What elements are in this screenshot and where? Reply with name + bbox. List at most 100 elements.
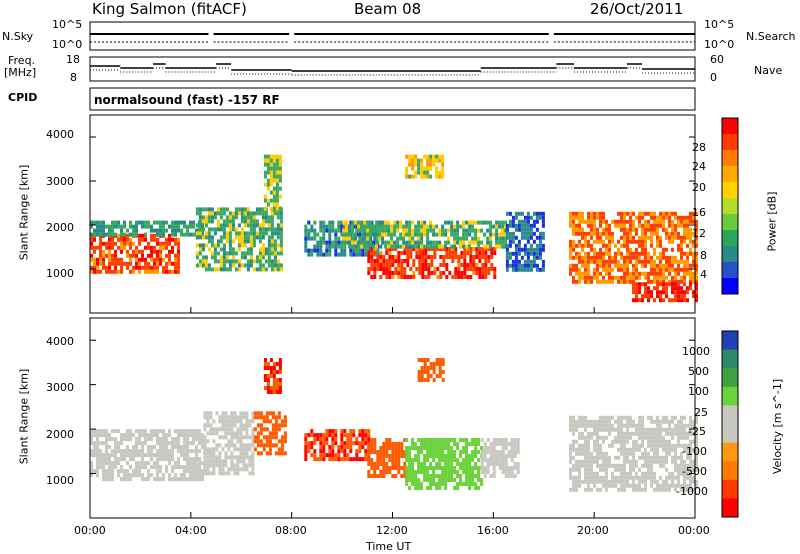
data-cell <box>99 441 102 446</box>
data-cell <box>501 220 505 225</box>
data-cell <box>394 450 398 454</box>
data-cell <box>195 228 198 233</box>
data-cell <box>644 286 647 291</box>
cpid-label: CPID <box>8 91 38 104</box>
data-cell <box>647 475 650 480</box>
data-cell <box>177 477 180 482</box>
data-cell <box>626 415 629 420</box>
data-cell <box>255 267 259 272</box>
data-cell <box>375 228 379 233</box>
data-cell <box>334 252 338 257</box>
data-cell <box>465 232 469 237</box>
data-cell <box>129 457 132 462</box>
vel-cbar-tick-m500: -500 <box>682 465 707 478</box>
data-cell <box>129 253 132 258</box>
data-cell <box>405 228 409 233</box>
data-cell <box>352 252 356 257</box>
data-cell <box>411 174 415 179</box>
data-cell <box>465 244 469 249</box>
data-cell <box>147 433 150 438</box>
data-cell <box>465 470 469 474</box>
data-cell <box>662 267 665 272</box>
data-cell <box>213 255 217 260</box>
data-cell <box>102 249 105 254</box>
data-cell <box>483 232 487 237</box>
data-cell <box>265 439 269 444</box>
data-cell <box>411 478 415 482</box>
data-cell <box>644 483 647 488</box>
data-cell <box>689 247 692 252</box>
data-cell <box>650 431 653 436</box>
data-cell <box>346 457 350 462</box>
data-cell <box>650 427 653 432</box>
data-cell <box>230 467 234 472</box>
data-cell <box>237 247 241 252</box>
data-cell <box>587 267 590 272</box>
data-cell <box>507 442 511 446</box>
data-cell <box>417 446 421 450</box>
data-cell <box>408 446 412 450</box>
data-cell <box>671 282 674 287</box>
data-cell <box>692 259 695 264</box>
data-cell <box>638 423 641 428</box>
data-cell <box>484 255 488 259</box>
data-cell <box>423 228 427 233</box>
station-title: King Salmon (fitACF) <box>92 0 247 18</box>
data-cell <box>575 227 578 232</box>
data-cell <box>638 286 641 291</box>
data-cell <box>183 232 186 237</box>
data-cell <box>444 240 448 245</box>
data-cell <box>689 231 692 236</box>
data-cell <box>608 431 611 436</box>
data-cell <box>358 252 362 257</box>
data-cell <box>584 239 587 244</box>
data-cell <box>426 374 430 378</box>
data-cell <box>593 459 596 464</box>
data-cell <box>231 251 235 256</box>
data-cell <box>388 255 392 259</box>
data-cell <box>135 224 138 229</box>
data-cell <box>126 241 129 246</box>
data-cell <box>420 446 424 450</box>
data-cell <box>608 459 611 464</box>
data-cell <box>653 271 656 276</box>
data-cell <box>186 433 189 438</box>
data-cell <box>221 415 225 420</box>
data-cell <box>313 228 317 233</box>
data-cell <box>279 247 283 252</box>
data-cell <box>391 462 395 466</box>
data-cell <box>420 158 424 163</box>
data-cell <box>165 241 168 246</box>
data-cell <box>354 244 358 249</box>
data-cell <box>535 227 539 232</box>
data-cell <box>447 462 451 466</box>
data-cell <box>266 386 270 390</box>
data-cell <box>489 236 493 241</box>
data-cell <box>513 438 517 442</box>
data-cell <box>270 263 274 268</box>
data-cell <box>520 227 524 232</box>
data-cell <box>644 487 647 492</box>
data-cell <box>587 439 590 444</box>
data-cell <box>144 237 147 242</box>
data-cell <box>513 454 517 458</box>
data-cell <box>114 441 117 446</box>
data-cell <box>671 286 674 291</box>
data-cell <box>450 446 454 450</box>
data-cell <box>541 243 545 248</box>
data-cell <box>483 442 487 446</box>
data-cell <box>354 232 358 237</box>
data-cell <box>435 154 439 159</box>
data-cell <box>165 261 168 266</box>
data-cell <box>653 479 656 484</box>
data-cell <box>626 279 629 284</box>
data-cell <box>680 279 683 284</box>
data-cell <box>340 228 344 233</box>
data-cell <box>102 265 105 270</box>
data-cell <box>423 370 427 374</box>
data-cell <box>602 479 605 484</box>
data-cell <box>153 265 156 270</box>
data-cell <box>278 390 282 394</box>
data-cell <box>399 244 403 249</box>
data-cell <box>236 435 240 440</box>
